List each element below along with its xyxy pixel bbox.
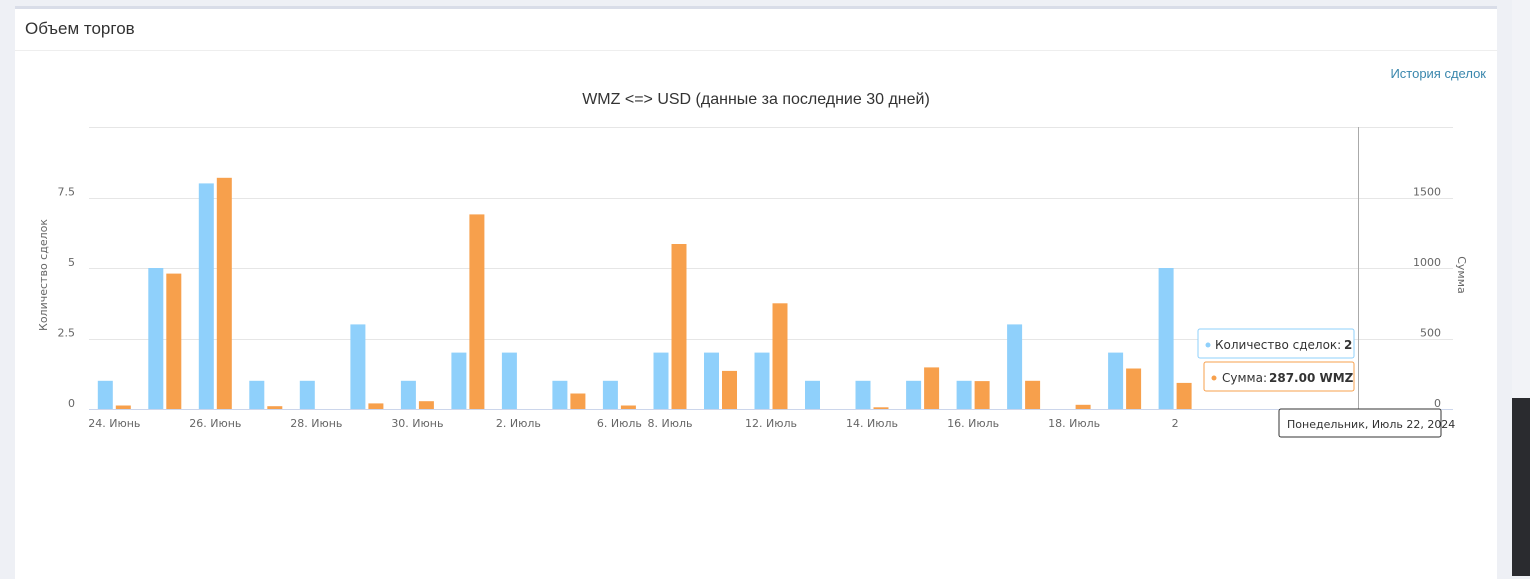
tooltip-count-value: 2 [1344,338,1352,352]
y-axis-ticks: 0 2.5 5 7.5 0 500 1000 1500 [58,186,1442,411]
y-right-tick-label: 1000 [1413,256,1441,269]
x-tick-label: 8. Июль [648,417,693,430]
sum-bar[interactable] [267,406,283,409]
sum-bar[interactable] [368,403,384,409]
x-tick-label: 28. Июнь [290,417,342,430]
count-bar[interactable] [855,380,871,409]
count-bar[interactable] [653,352,669,409]
sum-bar[interactable] [974,381,990,409]
tooltip-sum-value: 287.00 WMZ [1269,371,1354,385]
y-left-axis-title: Количество сделок [37,219,50,331]
y-right-tick-label: 0 [1434,397,1441,410]
sum-bar[interactable] [469,214,485,409]
sum-bar[interactable] [166,273,182,409]
sum-bar[interactable] [671,244,687,409]
sum-bar[interactable] [722,370,737,409]
count-bar[interactable] [552,380,568,409]
y-right-tick-label: 1500 [1413,186,1441,199]
count-bar[interactable] [602,380,618,409]
panel-title: Объем торгов [15,9,1497,51]
x-tick-label: 16. Июль [947,417,999,430]
x-tick-label: 2. Июль [496,417,541,430]
count-bar[interactable] [400,380,416,409]
tooltip-count-label: Количество сделок: [1215,338,1341,352]
chart-title: WMZ <=> USD (данные за последние 30 дней… [582,91,930,108]
sum-bar[interactable] [418,401,434,409]
count-bar[interactable] [97,380,113,409]
count-bar[interactable] [1158,268,1174,409]
tooltip-date: Понедельник, Июль 22, 2024 [1278,408,1455,438]
count-bar[interactable] [451,352,467,409]
count-bar[interactable] [148,268,164,409]
count-bar[interactable] [501,352,517,409]
sum-bar[interactable] [620,405,636,410]
x-tick-label: 14. Июль [846,417,898,430]
x-tick-label: 30. Июнь [391,417,443,430]
count-bar[interactable] [956,380,972,409]
trade-volume-panel: Объем торгов История сделок WMZ <=> USD … [15,6,1497,579]
y-right-tick-label: 500 [1420,327,1441,340]
count-bar[interactable] [1108,352,1124,409]
count-bar[interactable] [754,352,770,409]
sum-bar[interactable] [570,393,586,410]
sum-bar[interactable] [772,303,788,410]
x-tick-label: 26. Июнь [189,417,241,430]
x-tick-label: 12. Июль [745,417,797,430]
x-tick-label: 2 [1172,417,1179,430]
count-bar[interactable] [1007,324,1023,409]
count-bar[interactable] [249,380,265,409]
tooltip-date-text: Понедельник, Июль 22, 2024 [1287,418,1455,431]
y-left-tick-label: 0 [68,397,75,410]
tooltip-sum: Сумма: 287.00 WMZ [1203,361,1355,392]
bar-marks [97,177,1192,410]
tooltip-count: Количество сделок: 2 [1197,328,1355,359]
count-bar[interactable] [704,352,719,409]
count-bar[interactable] [805,380,820,409]
count-bar[interactable] [198,183,214,409]
sum-bar[interactable] [1075,404,1091,409]
x-tick-label: 6. Июль [597,417,642,430]
y-left-tick-label: 7.5 [58,186,76,199]
y-left-tick-label: 5 [68,256,75,269]
sum-bar[interactable] [1126,368,1142,410]
y-right-axis-title: Сумма [1455,256,1468,294]
sum-bar[interactable] [115,405,131,410]
x-axis-ticks: 24. Июнь 26. Июнь 28. Июнь 30. Июнь 2. Июль 6… [88,417,1178,430]
tooltip-sum-label: Сумма: [1222,371,1267,385]
sum-bar[interactable] [1176,382,1192,409]
y-left-tick-label: 2.5 [58,327,76,340]
trade-history-link[interactable]: История сделок [1390,66,1486,81]
sum-bar[interactable] [873,407,889,409]
sum-bar[interactable] [924,367,940,409]
x-tick-label: 24. Июнь [88,417,140,430]
count-bar[interactable] [299,380,315,409]
sum-bar[interactable] [216,177,232,409]
count-bar[interactable] [350,324,366,409]
sum-bar[interactable] [1025,380,1041,409]
dark-side-strip [1512,398,1530,576]
volume-bar-chart: 24. Июнь 26. Июнь 28. Июнь 30. Июнь 2. Июль 6… [37,127,1468,438]
count-bar[interactable] [906,380,922,409]
x-tick-label: 18. Июль [1048,417,1100,430]
